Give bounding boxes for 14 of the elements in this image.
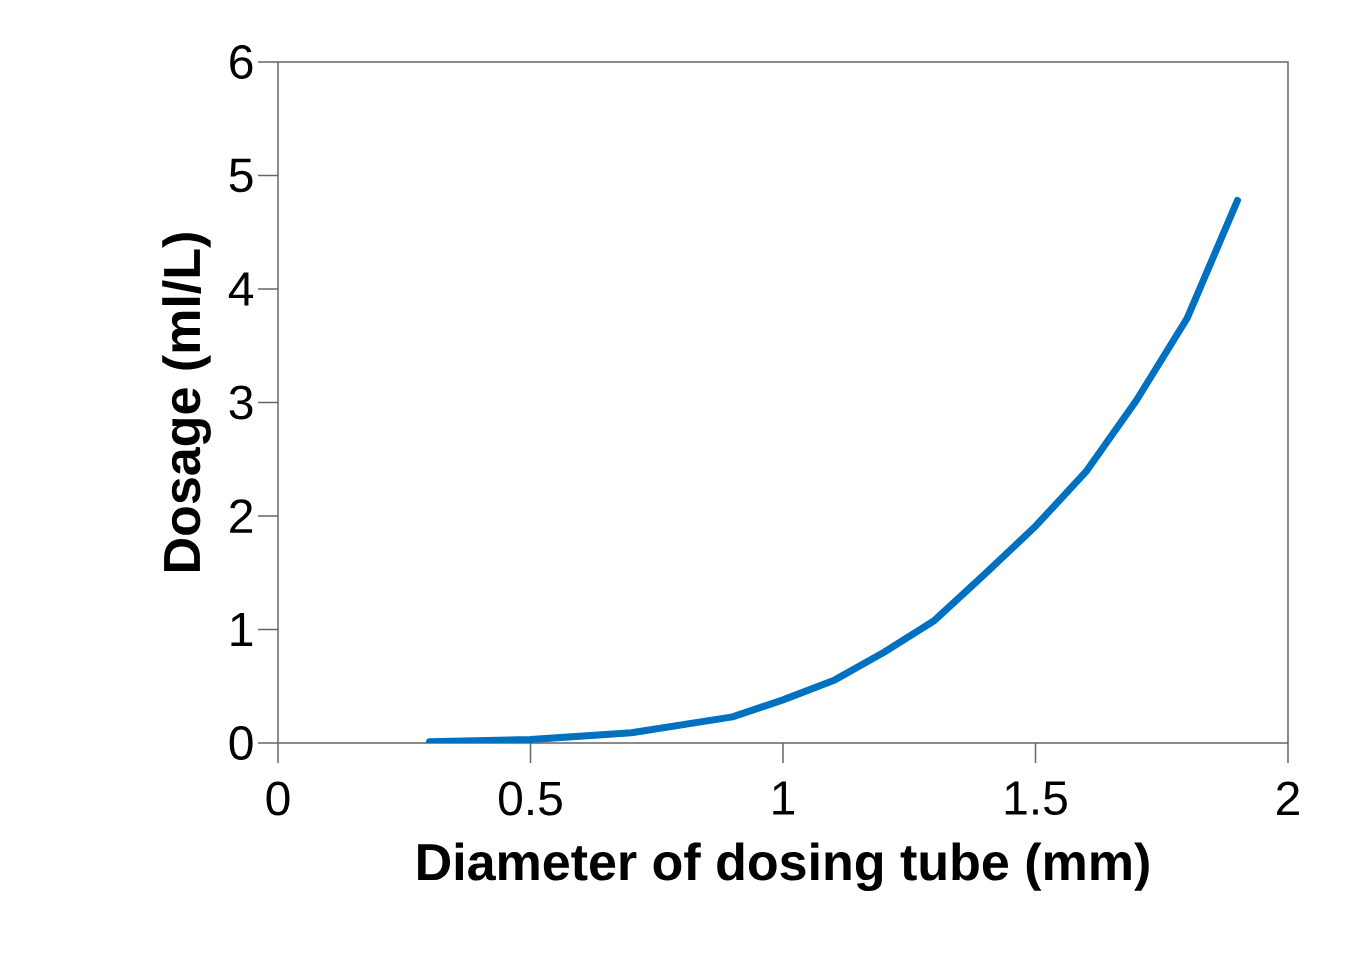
y-tick-label: 2 [230,499,253,533]
x-tick-label: 0.5 [499,781,562,816]
x-tick-label: 1 [773,781,795,815]
x-tick-label: 1.5 [1005,781,1067,816]
y-tick-label: 0 [229,726,253,760]
y-axis-title: Dosage (ml/L) [162,233,211,571]
x-axis-title: Diameter of dosing tube (mm) [418,842,1149,892]
y-tick-label: 5 [229,158,253,193]
y-tick-label: 4 [228,272,254,306]
x-tick-label: 0 [266,781,290,816]
y-tick-label: 6 [230,45,253,79]
y-tick-label: 3 [229,385,253,420]
x-tick-label: 2 [1277,781,1299,816]
y-tick-label: 1 [231,612,253,647]
